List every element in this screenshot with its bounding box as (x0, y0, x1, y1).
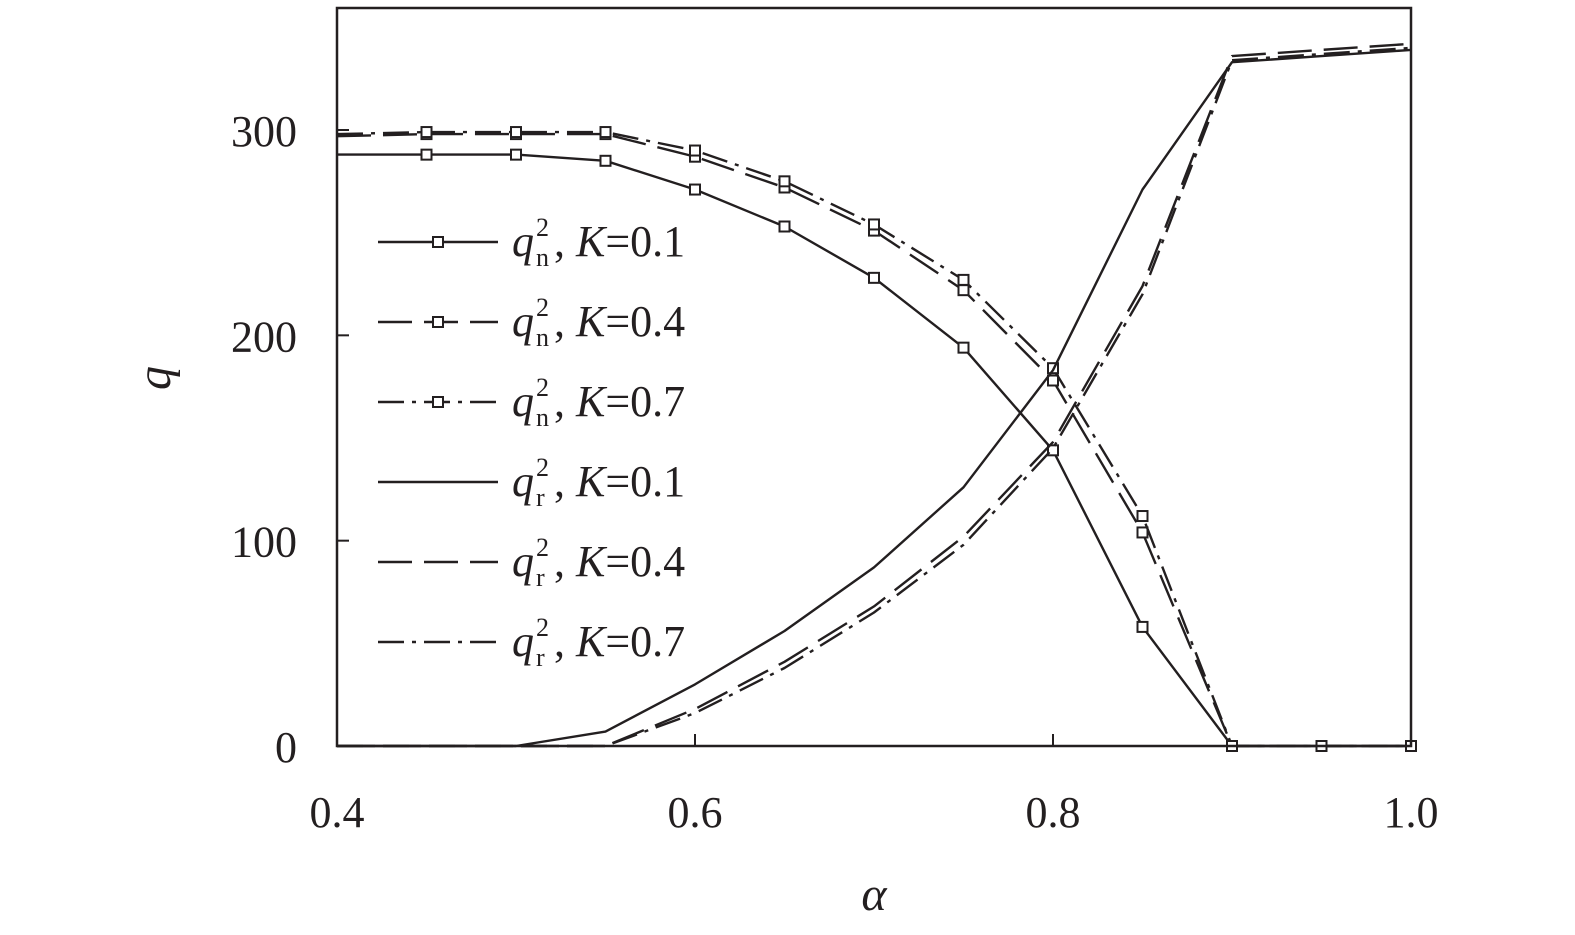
data-point (689, 144, 701, 157)
legend-label: , K=0.7 (554, 377, 685, 426)
data-point (599, 126, 612, 139)
legend: q 2n, K=0.1q 2n, K=0.4q 2n, K=0.7q 2r, K=0.1… (378, 213, 685, 672)
data-point (957, 284, 970, 297)
legend-subscript: r (536, 483, 545, 512)
legend-subscript: r (536, 643, 545, 672)
legend-marker (432, 316, 444, 328)
legend-superscript: 2 (536, 613, 549, 642)
data-point (689, 183, 701, 196)
legend-subscript: n (536, 403, 549, 432)
x-axis-label: α (861, 868, 887, 921)
series-line (337, 153, 1411, 748)
series-line (337, 42, 1412, 748)
legend-item: q 2n, K=0.4 (378, 293, 685, 352)
plot-frame (335, 6, 1413, 748)
data-point (957, 341, 970, 354)
data-point (1136, 620, 1149, 633)
data-point (1047, 374, 1059, 387)
data-point (778, 220, 791, 233)
series-1 (337, 148, 1417, 752)
data-point (1047, 444, 1059, 457)
legend-subscript: n (536, 243, 549, 272)
legend-superscript: 2 (536, 533, 549, 562)
legend-item: q 2n, K=0.1 (378, 213, 685, 272)
data-point (420, 148, 433, 161)
series-5 (337, 42, 1412, 748)
series-line (337, 46, 1412, 748)
series-layer (336, 42, 1417, 752)
legend-item: q 2r , K=0.7 (378, 613, 685, 672)
legend-subscript: r (536, 563, 545, 592)
legend-subscript: n (536, 323, 549, 352)
legend-superscript: 2 (536, 293, 549, 322)
legend-label: , K=0.7 (554, 617, 685, 666)
series-3 (336, 126, 1417, 752)
legend-superscript: 2 (536, 373, 549, 402)
legend-symbol: q (512, 217, 534, 266)
data-point (1136, 526, 1149, 539)
y-axis-ticks: 0 100 200 300 (231, 107, 349, 772)
legend-item: q 2n, K=0.7 (378, 373, 685, 432)
data-point (599, 154, 612, 167)
legend-superscript: 2 (536, 213, 549, 242)
legend-item: q 2r , K=0.4 (378, 533, 685, 592)
y-tick-label: 300 (231, 107, 297, 156)
legend-marker (432, 236, 444, 248)
data-point (510, 148, 522, 161)
data-point (868, 271, 880, 284)
x-tick-label: 0.4 (310, 788, 365, 837)
data-point (778, 175, 791, 188)
y-tick-label: 0 (275, 723, 297, 772)
data-point (510, 126, 522, 139)
legend-symbol: q (512, 297, 534, 346)
x-axis-ticks: 0.4 0.6 0.8 1.0 (310, 734, 1439, 837)
data-point (420, 126, 433, 139)
legend-symbol: q (512, 537, 534, 586)
legend-label: , K=0.4 (554, 297, 685, 346)
y-tick-label: 100 (231, 518, 297, 567)
series-6 (337, 46, 1412, 748)
legend-label: , K=0.4 (554, 537, 685, 586)
legend-label: , K=0.1 (554, 457, 685, 506)
data-point (1136, 510, 1149, 523)
x-tick-label: 0.6 (668, 788, 723, 837)
legend-label: , K=0.1 (554, 217, 685, 266)
x-tick-label: 0.8 (1026, 788, 1081, 837)
legend-symbol: q (512, 377, 534, 426)
legend-item: q 2r , K=0.1 (378, 453, 685, 512)
x-tick-label: 1.0 (1384, 788, 1439, 837)
legend-symbol: q (512, 617, 534, 666)
y-axis-label: q (128, 366, 181, 390)
legend-marker (432, 396, 444, 408)
data-point (868, 218, 880, 231)
legend-superscript: 2 (536, 453, 549, 482)
legend-symbol: q (512, 457, 534, 506)
data-point (957, 273, 970, 286)
y-tick-label: 200 (231, 312, 297, 361)
